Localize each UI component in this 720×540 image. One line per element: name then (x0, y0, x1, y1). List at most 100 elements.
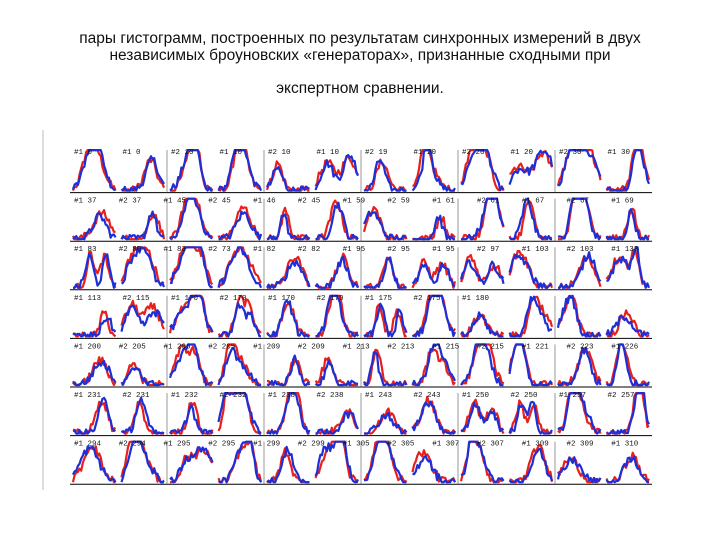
histogram-label: #1 0 (123, 149, 142, 157)
blue-histogram-curve (265, 165, 310, 192)
blue-histogram-curve (169, 246, 214, 289)
blue-histogram-curve (460, 401, 505, 433)
blue-histogram-curve (556, 294, 602, 338)
blue-histogram-curve (72, 317, 117, 338)
histogram-label: #2 20 (462, 149, 485, 157)
histogram-label: #1 294 (74, 441, 102, 449)
histogram-label: #1 180 (462, 295, 490, 303)
histogram-label: #1 243 (365, 392, 393, 400)
blue-histogram-curve (315, 411, 359, 435)
histogram-label: #2 209 (298, 343, 325, 351)
histogram-label: #2 250 (511, 392, 539, 400)
blue-histogram-curve (605, 314, 650, 338)
blue-histogram-curve (461, 197, 505, 241)
blue-histogram-curve (605, 208, 649, 241)
histogram-label: #2 205 (119, 343, 147, 351)
blue-histogram-curve (266, 392, 311, 435)
blue-histogram-curve (363, 159, 407, 192)
histogram-label: #1 20 (414, 149, 437, 157)
blue-histogram-curve (606, 392, 650, 435)
histogram-label: #2 59 (387, 198, 410, 206)
histogram-label: #1 215 (432, 343, 460, 351)
histogram-label: #2 307 (477, 441, 504, 449)
blue-histogram-curve (217, 392, 261, 435)
histogram-label: #1 238 (268, 392, 295, 400)
histogram-label: #1 0 (74, 149, 93, 157)
histogram-label: #2 295 (208, 441, 236, 449)
histogram-label: #2 95 (387, 246, 410, 254)
histogram-label: #2 175 (414, 295, 442, 303)
blue-histogram-curve (508, 149, 554, 185)
histogram-label: #1 232 (171, 392, 198, 400)
histogram-label: #1 10 (317, 149, 340, 157)
blue-histogram-curve (169, 197, 213, 240)
blue-histogram-curve (169, 404, 214, 435)
histogram-label: #1 67 (522, 198, 545, 206)
red-histogram-curve (363, 348, 408, 387)
histogram-label: #2 232 (220, 392, 247, 400)
blue-histogram-curve (120, 155, 165, 192)
blue-histogram-curve (508, 295, 553, 338)
histogram-label: #1 226 (611, 343, 639, 351)
histogram-label: #1 310 (611, 441, 639, 449)
histogram-label: #2 67 (567, 198, 590, 206)
blue-histogram-curve (363, 440, 407, 484)
blue-histogram-curve (411, 149, 456, 192)
blue-histogram-curve (411, 400, 456, 435)
blue-histogram-curve (411, 262, 456, 288)
red-histogram-curve (120, 440, 164, 484)
histogram-label: #2 309 (567, 441, 594, 449)
blue-histogram-curve (363, 256, 408, 289)
histogram-label: #1 95 (343, 246, 366, 254)
histogram-label: #2 213 (387, 343, 415, 351)
histogram-label: #2 299 (298, 441, 325, 449)
blue-histogram-curve (314, 440, 359, 484)
blue-histogram-curve (412, 455, 456, 484)
histogram-label: #2 170 (317, 295, 345, 303)
red-histogram-curve (508, 199, 553, 241)
blue-histogram-curve (120, 246, 166, 288)
histogram-label: #1 20 (511, 149, 534, 157)
blue-histogram-curve (364, 411, 408, 435)
histogram-label: #1 37 (74, 198, 97, 206)
blue-histogram-curve (508, 343, 553, 387)
histogram-label: #1 200 (74, 343, 102, 351)
histogram-label: #2 231 (123, 392, 151, 400)
blue-histogram-curve (508, 447, 554, 484)
blue-histogram-curve (217, 440, 262, 484)
histogram-label: #1 133 (611, 246, 639, 254)
blue-histogram-curve (72, 212, 117, 241)
histogram-label: #1 295 (164, 441, 192, 449)
histogram-label: #1 82 (253, 246, 276, 254)
blue-histogram-curve (363, 302, 408, 338)
blue-histogram-curve (266, 299, 310, 338)
blue-histogram-curve (169, 149, 213, 192)
histogram-label: #2 257 (608, 392, 635, 400)
blue-histogram-curve (558, 346, 602, 387)
histogram-label: #1 305 (343, 441, 371, 449)
blue-histogram-curve (120, 210, 165, 241)
blue-histogram-curve (508, 197, 552, 241)
histogram-label: #1 170 (171, 295, 199, 303)
histogram-label: #1 231 (74, 392, 102, 400)
blue-histogram-curve (460, 149, 505, 192)
blue-histogram-curve (266, 354, 311, 387)
blue-histogram-curve (605, 455, 649, 484)
histogram-label: #1 257 (559, 392, 586, 400)
blue-histogram-curve (363, 210, 407, 241)
blue-histogram-curve (362, 351, 408, 387)
blue-histogram-curve (169, 446, 214, 484)
blue-histogram-curve (556, 456, 602, 484)
blue-histogram-curve (217, 246, 263, 289)
histogram-label: #2 294 (119, 441, 147, 449)
histogram-label: #1 299 (253, 441, 280, 449)
blue-histogram-curve (314, 154, 359, 191)
histogram-label: #1 59 (343, 198, 366, 206)
blue-histogram-curve (169, 294, 214, 333)
histogram-label: #1 113 (74, 295, 102, 303)
histogram-label: #1 61 (432, 198, 455, 206)
histogram-label: #2 238 (317, 392, 344, 400)
blue-histogram-curve (508, 253, 553, 289)
blue-histogram-curve (412, 214, 455, 241)
histogram-label: #2 30 (559, 149, 582, 157)
